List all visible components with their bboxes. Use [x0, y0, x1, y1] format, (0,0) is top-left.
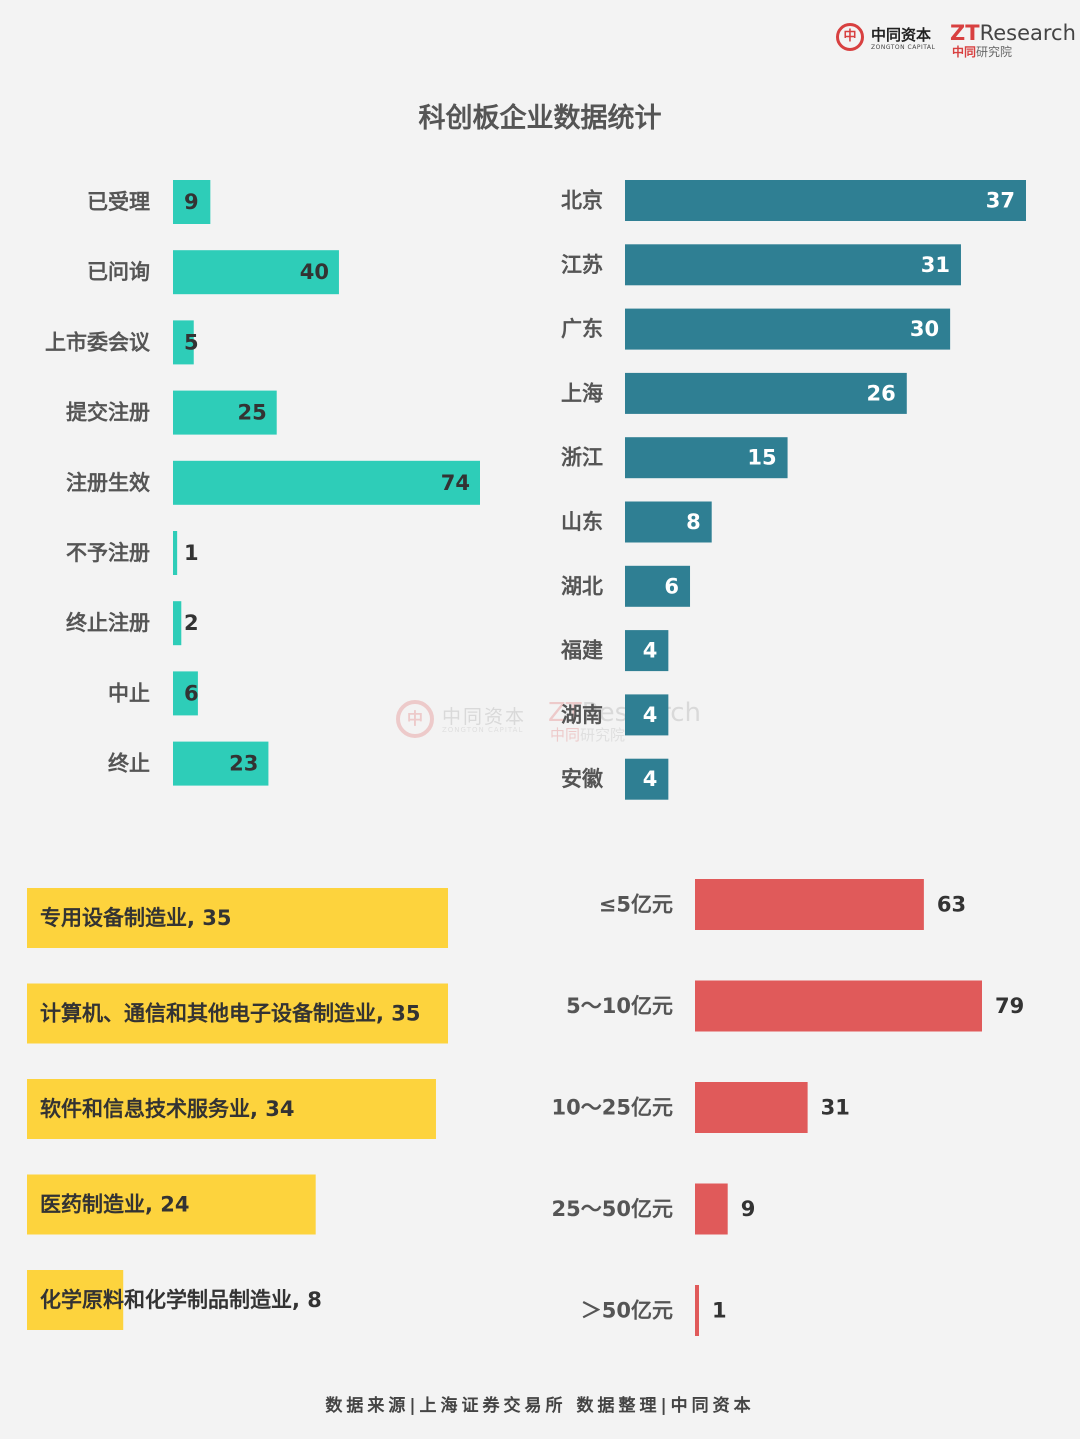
province-value: 31 — [921, 253, 950, 277]
province-bar — [625, 694, 669, 736]
province-bar — [625, 501, 712, 543]
industry-bar — [27, 1270, 124, 1330]
province-value: 26 — [867, 381, 896, 405]
size-label: 5～10亿元 — [566, 994, 673, 1018]
province-value: 6 — [664, 574, 679, 598]
status-value: 2 — [184, 611, 199, 635]
province-bar — [625, 565, 691, 607]
status-label: 注册生效 — [66, 471, 150, 495]
industry-label: 软件和信息技术服务业, 34 — [40, 1097, 295, 1121]
province-label: 湖南 — [561, 703, 603, 727]
page-title: 科创板企业数据统计 — [418, 103, 662, 134]
province-label: 江苏 — [561, 253, 603, 277]
status-bar — [173, 390, 277, 435]
province-value: 30 — [910, 317, 939, 341]
size-bar — [695, 1285, 699, 1336]
logo-institute: 中同研究院 — [952, 45, 1013, 59]
province-bar — [625, 437, 788, 479]
status-label: 已受理 — [87, 190, 150, 214]
size-bar — [695, 1183, 728, 1235]
province-value: 15 — [747, 446, 776, 470]
status-label: 终止注册 — [66, 611, 150, 635]
status-value: 6 — [184, 681, 199, 705]
province-value: 4 — [643, 767, 658, 791]
size-value: 1 — [712, 1299, 727, 1323]
status-bar — [173, 250, 339, 295]
size-label: 25～50亿元 — [552, 1197, 673, 1221]
status-label: 不予注册 — [66, 541, 150, 565]
status-label: 上市委会议 — [45, 330, 151, 354]
size-value: 9 — [741, 1197, 756, 1221]
status-value: 25 — [237, 401, 266, 425]
industry-label: 专用设备制造业, 35 — [40, 906, 232, 930]
province-bar — [625, 758, 669, 800]
data-source-footer: 数据来源|上海证券交易所 数据整理|中同资本 — [325, 1396, 755, 1416]
province-value: 4 — [643, 639, 658, 663]
size-value: 63 — [937, 893, 966, 917]
province-bar — [625, 372, 907, 414]
province-bar — [625, 180, 1026, 221]
province-label: 上海 — [561, 381, 603, 405]
industry-bar — [27, 1079, 436, 1139]
status-label: 中止 — [108, 681, 150, 705]
size-bar — [695, 879, 924, 930]
logo-ztresearch: ZTResearch — [950, 21, 1076, 45]
industry-label: 化学原料和化学制品制造业, 8 — [40, 1288, 322, 1312]
province-value: 8 — [686, 510, 701, 534]
status-value: 1 — [184, 541, 199, 565]
status-value: 23 — [229, 752, 258, 776]
size-label: ≤5亿元 — [599, 893, 673, 917]
brand-logo: 中 中同资本 ZONGTON CAPITAL ZTResearch 中同研究院 — [834, 20, 1076, 62]
size-value: 31 — [821, 1096, 850, 1120]
province-label: 湖北 — [561, 574, 603, 598]
seal-icon: 中 — [836, 23, 864, 51]
province-label: 浙江 — [561, 446, 603, 470]
province-label: 北京 — [561, 189, 603, 213]
size-label: ＞50亿元 — [581, 1299, 673, 1323]
size-value: 79 — [995, 994, 1024, 1018]
status-bar — [173, 460, 480, 505]
province-bar — [625, 308, 951, 350]
status-label: 终止 — [108, 752, 150, 776]
province-label: 山东 — [561, 510, 603, 534]
province-label: 安徽 — [561, 767, 604, 791]
status-label: 已问询 — [87, 260, 150, 284]
status-value: 9 — [184, 190, 199, 214]
industry-label: 医药制造业, 24 — [40, 1193, 190, 1217]
status-value: 40 — [300, 260, 329, 284]
industry-bar — [27, 983, 448, 1044]
size-bar — [695, 980, 982, 1032]
status-bar — [173, 531, 178, 575]
province-label: 广东 — [561, 317, 603, 341]
province-label: 福建 — [560, 639, 603, 663]
province-value: 4 — [643, 703, 658, 727]
status-bar — [173, 741, 269, 786]
province-bar — [625, 630, 669, 672]
status-bar — [173, 601, 182, 646]
status-value: 5 — [184, 330, 199, 354]
province-value: 37 — [986, 189, 1015, 213]
status-bar — [173, 180, 211, 224]
industry-bar — [27, 888, 448, 948]
status-value: 74 — [441, 471, 470, 495]
status-bar — [173, 320, 194, 365]
size-bar — [695, 1082, 808, 1133]
province-bar — [625, 244, 961, 286]
industry-bar — [27, 1174, 316, 1235]
industry-label: 计算机、通信和其他电子设备制造业, 35 — [40, 1002, 421, 1026]
logo-english: ZONGTON CAPITAL — [871, 44, 936, 51]
status-label: 提交注册 — [66, 401, 150, 425]
status-bar — [173, 671, 198, 716]
logo-name: 中同资本 — [871, 26, 932, 44]
size-label: 10～25亿元 — [552, 1096, 673, 1120]
